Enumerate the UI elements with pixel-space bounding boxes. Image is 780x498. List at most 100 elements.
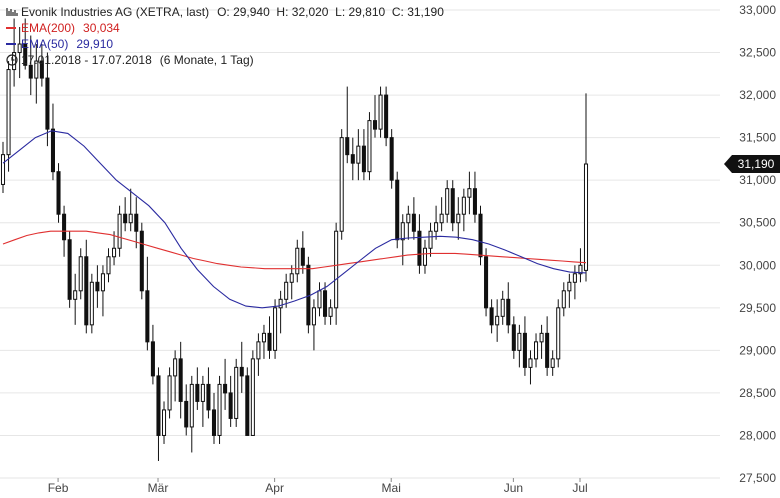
- legend-ema50: EMA(50) 29,910: [6, 36, 444, 52]
- candle-body-up: [12, 52, 17, 71]
- ema200-label: EMA(200): [21, 21, 76, 35]
- candle-body-up: [456, 213, 461, 224]
- y-tick-label: 28,500: [739, 386, 776, 400]
- candle-body-up: [428, 230, 433, 249]
- candle-body-up: [167, 375, 172, 411]
- candle-body-up: [234, 366, 239, 419]
- candle-body-up: [528, 358, 533, 368]
- candle-body-down: [28, 64, 33, 79]
- candle-body-down: [323, 290, 328, 317]
- candle-body-down: [56, 171, 61, 215]
- candle-body-down: [239, 366, 244, 377]
- candle-body-up: [400, 222, 405, 241]
- candle-body-down: [206, 383, 211, 411]
- candle-body-down: [134, 213, 139, 232]
- candle-body-down: [223, 383, 228, 394]
- candle-body-down: [145, 290, 150, 343]
- x-tick-label: Mai: [382, 481, 401, 495]
- candle-body-up: [112, 247, 117, 258]
- ohlc-values: O: 29,940 H: 32,020 L: 29,810 C: 31,190: [217, 5, 444, 19]
- candle-body-up: [445, 188, 450, 215]
- candle-body-up: [173, 358, 178, 377]
- candle-body-up: [578, 264, 583, 275]
- candle-body-up: [0, 154, 6, 185]
- candle-body-up: [328, 307, 333, 317]
- candle-body-up: [367, 120, 372, 173]
- candle-body-up: [561, 290, 566, 309]
- candle-body-up: [556, 307, 561, 360]
- candle-body-up: [356, 145, 361, 164]
- period-note: (6 Monate, 1 Tag): [159, 53, 254, 67]
- candle-body-down: [150, 341, 155, 377]
- candle-body-down: [522, 332, 527, 368]
- candle-body-up: [217, 383, 222, 436]
- y-tick-label: 29,000: [739, 343, 776, 357]
- ema50-swatch: [6, 43, 16, 45]
- candle-body-down: [489, 307, 494, 326]
- x-tick-label: Apr: [265, 481, 284, 495]
- period-range: 17.01.2018 - 17.07.2018: [21, 53, 152, 67]
- candle-body-down: [484, 256, 489, 309]
- y-tick-label: 29,500: [739, 301, 776, 315]
- candle-body-down: [95, 281, 100, 292]
- candle-body-up: [128, 213, 133, 224]
- candle-body-down: [184, 400, 189, 428]
- candle-body-up: [317, 290, 322, 309]
- candle-body-down: [139, 230, 144, 292]
- chart-legend: Evonik Industries AG (XETRA, last) O: 29…: [6, 4, 444, 68]
- candle-body-up: [567, 281, 572, 292]
- y-tick-label: 30,000: [739, 258, 776, 272]
- candle-body-up: [100, 273, 105, 292]
- candle-body-down: [211, 409, 217, 436]
- candle-body-up: [78, 256, 83, 292]
- candle-body-up: [273, 307, 278, 351]
- candle-body-down: [384, 94, 389, 139]
- candle-body-down: [545, 332, 550, 368]
- candle-body-down: [23, 43, 28, 66]
- candle-body-down: [350, 154, 355, 164]
- candle-body-down: [228, 392, 233, 419]
- ema200-swatch: [6, 27, 16, 29]
- candle-body-down: [372, 120, 378, 130]
- candle-body-up: [189, 383, 194, 428]
- candle-body-up: [500, 298, 505, 317]
- candle-body-up: [422, 247, 428, 266]
- candle-body-down: [156, 375, 161, 436]
- x-tick-label: Mär: [148, 481, 169, 495]
- candle-body-up: [550, 358, 555, 368]
- y-tick-label: 28,000: [739, 428, 776, 442]
- candle-body-down: [84, 256, 89, 326]
- candle-body-up: [517, 332, 522, 351]
- x-tick-label: Feb: [48, 481, 69, 495]
- candle-body-down: [267, 332, 272, 351]
- y-tick-label: 32,000: [739, 88, 776, 102]
- candle-body-down: [472, 188, 477, 215]
- candle-body-down: [195, 383, 200, 402]
- candle-body-down: [50, 128, 55, 173]
- y-tick-label: 27,500: [739, 471, 776, 485]
- candle-body-down: [345, 137, 350, 156]
- y-tick-label: 32,500: [739, 46, 776, 60]
- candle-body-up: [89, 281, 94, 326]
- candle-body-down: [39, 60, 44, 79]
- candle-body-up: [256, 341, 261, 360]
- candle-body-up: [73, 290, 78, 300]
- y-tick-label: 31,000: [739, 173, 776, 187]
- candle-body-up: [339, 137, 344, 232]
- candle-body-up: [572, 273, 577, 283]
- candle-body-up: [261, 332, 266, 343]
- chart-icon: [6, 8, 18, 16]
- candle-body-down: [178, 358, 183, 402]
- candle-body-down: [45, 77, 50, 130]
- candle-body-up: [17, 43, 22, 54]
- candle-body-up: [461, 196, 466, 215]
- x-tick-label: Jul: [572, 481, 587, 495]
- candle-body-up: [311, 307, 316, 326]
- candle-body-up: [295, 247, 300, 275]
- candle-body-up: [284, 281, 289, 300]
- ema200-line: [2, 230, 587, 270]
- candle-body-up: [434, 222, 439, 232]
- ema50-label: EMA(50): [21, 37, 69, 51]
- candle-body-up: [495, 315, 500, 326]
